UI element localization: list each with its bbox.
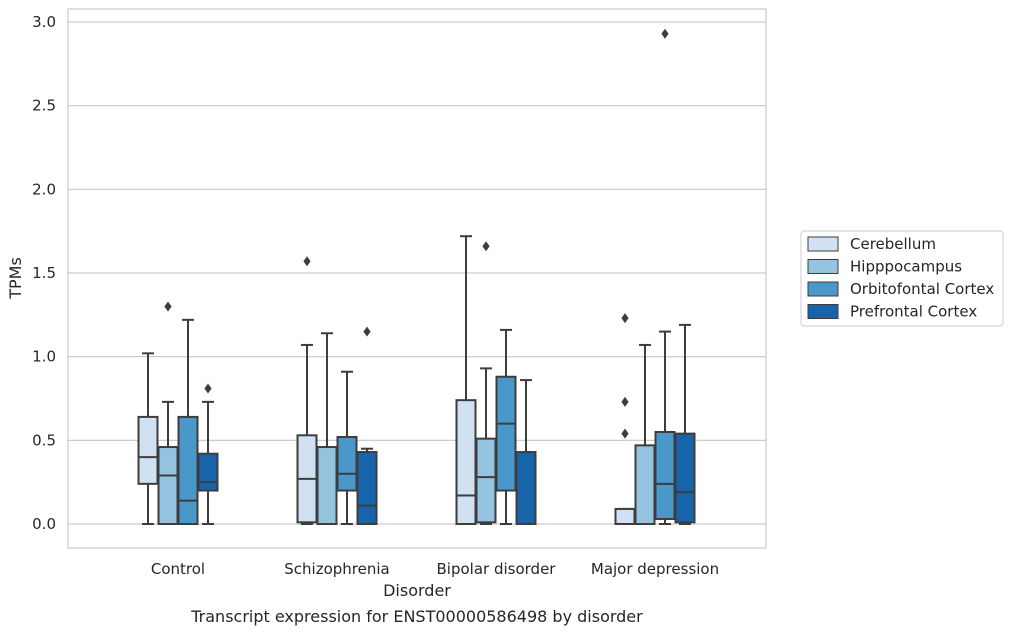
legend-label: Hipppocampus	[850, 258, 962, 276]
legend-label: Prefrontal Cortex	[850, 303, 977, 321]
box	[674, 432, 696, 524]
y-axis-label: TPMs	[6, 257, 25, 300]
series-hipppocampus	[157, 241, 656, 526]
x-tick-label: Major depression	[591, 560, 719, 578]
x-tick-label: Control	[151, 560, 205, 578]
legend: Cerebellum Hipppocampus Orbitofontal Corte…	[800, 230, 1004, 327]
y-tick-label: 3.0	[32, 13, 56, 31]
outlier-point	[621, 428, 629, 439]
legend-swatch	[807, 281, 839, 297]
box	[157, 446, 179, 526]
box	[614, 507, 636, 526]
box	[654, 430, 676, 520]
y-tick-label: 2.5	[32, 97, 56, 115]
legend-swatch	[807, 304, 839, 319]
x-tick-label: Schizophrenia	[284, 560, 389, 578]
legend-frame	[800, 230, 1004, 327]
y-tick-label: 2.0	[32, 180, 56, 198]
box	[515, 451, 537, 525]
box	[197, 452, 219, 492]
box	[455, 399, 477, 526]
outlier-point	[661, 28, 669, 39]
legend-label: Cerebellum	[850, 235, 936, 253]
series-cerebellum	[137, 235, 636, 526]
y-tick-label: 1.0	[32, 348, 56, 366]
box	[495, 375, 517, 492]
box	[316, 446, 338, 526]
y-tick-label: 1.5	[32, 264, 56, 282]
outlier-point	[363, 326, 371, 337]
legend-swatch	[807, 236, 839, 252]
box	[137, 415, 159, 485]
plot-frame	[67, 8, 767, 549]
legend-label: Orbitofontal Cortex	[850, 280, 994, 298]
y-tick-label: 0.0	[32, 515, 56, 533]
series-orbitofontal-cortex	[177, 28, 676, 526]
series-prefrontal-cortex	[197, 323, 696, 525]
box	[356, 451, 378, 525]
outlier-point	[482, 241, 490, 252]
y-tick-labels: 0.0 0.5 1.0 1.5 2.0 2.5 3.0	[32, 13, 56, 533]
chart-caption: Transcript expression for ENST0000058649…	[190, 607, 643, 626]
outlier-point	[204, 383, 212, 394]
box-series	[137, 28, 696, 526]
box	[177, 415, 199, 526]
outlier-point	[303, 256, 311, 267]
x-axis-label: Disorder	[383, 581, 451, 600]
box	[475, 437, 497, 524]
outlier-point	[621, 396, 629, 407]
box	[336, 435, 358, 492]
outlier-point	[164, 301, 172, 312]
box	[634, 444, 656, 525]
x-tick-labels: Control Schizophrenia Bipolar disorder Majo…	[151, 560, 719, 578]
x-tick-label: Bipolar disorder	[437, 560, 557, 578]
y-tick-label: 0.5	[32, 431, 56, 449]
legend-swatch	[807, 259, 839, 274]
outlier-point	[621, 313, 629, 324]
